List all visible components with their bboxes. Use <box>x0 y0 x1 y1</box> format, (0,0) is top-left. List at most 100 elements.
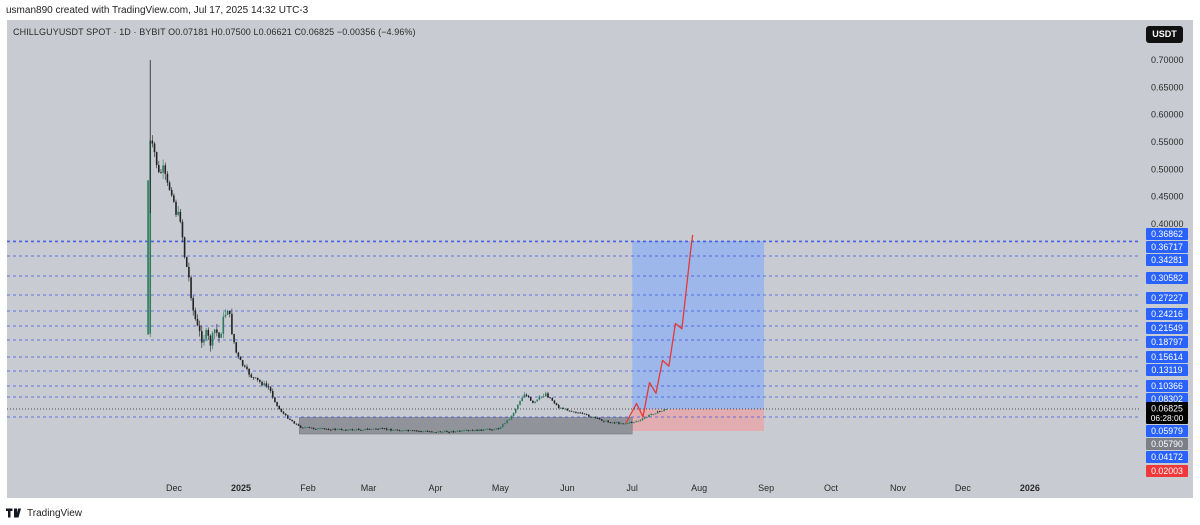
candle-body <box>600 419 603 421</box>
price-label-text: 0.13119 <box>1151 365 1182 375</box>
candle-body <box>555 403 558 405</box>
position-zones <box>299 241 765 435</box>
candle-body <box>469 430 472 432</box>
x-tick-label: Oct <box>824 483 839 493</box>
candle-body <box>293 421 296 424</box>
candle-body <box>360 429 362 431</box>
candle-body <box>203 338 205 343</box>
candle-body <box>297 424 300 426</box>
candle-body <box>433 432 435 433</box>
candle-body <box>392 429 394 431</box>
candle-body <box>523 394 526 398</box>
candle-body <box>461 430 463 432</box>
x-tick-label: Dec <box>166 483 183 493</box>
candle-body <box>639 419 642 421</box>
candle-body <box>641 418 644 420</box>
price-label-box <box>1146 438 1188 450</box>
price-label-text: 0.08302 <box>1151 394 1183 404</box>
stop-zone <box>632 409 765 431</box>
price-label-text: 0.04172 <box>1151 452 1183 462</box>
candle-body <box>177 211 179 215</box>
candle-body <box>340 429 343 431</box>
candle-body <box>373 428 375 430</box>
price-label-box <box>1146 272 1188 284</box>
candle-body <box>583 413 586 415</box>
candle-body <box>222 316 225 334</box>
candle-body <box>390 429 392 431</box>
candle-body <box>158 165 160 173</box>
candle-body <box>534 401 536 403</box>
candle-body <box>211 333 214 346</box>
candle-body <box>525 394 528 396</box>
price-label-text: 0.18797 <box>1151 337 1183 347</box>
candle-body <box>304 427 306 429</box>
price-label-box <box>1146 254 1188 266</box>
x-tick-label: Dec <box>955 483 972 493</box>
candle-body <box>450 431 453 433</box>
candle-body <box>306 427 308 428</box>
candle-body <box>259 380 261 382</box>
candle-body <box>276 401 278 406</box>
candle-body <box>603 420 605 422</box>
x-tick-label: 2025 <box>231 483 251 493</box>
candle-body <box>295 423 298 425</box>
candle-body <box>383 428 386 430</box>
projection-layer <box>625 234 694 424</box>
candle-body <box>572 411 575 413</box>
candle-body <box>321 428 324 430</box>
candle-body <box>398 430 401 432</box>
x-tick-label: Apr <box>429 483 443 493</box>
candle-body <box>207 329 210 336</box>
candle-body <box>194 310 197 320</box>
candle-body <box>482 429 485 431</box>
candle-body <box>635 421 637 423</box>
candle-body <box>332 428 334 430</box>
candle-body <box>495 428 498 430</box>
candle-body <box>620 423 622 425</box>
chart-panel[interactable]: 0.70000 0.65000 0.60000 0.55000 0.50000 0.450… <box>7 20 1193 498</box>
candle-body <box>241 360 244 366</box>
y-tick-label: 0.45000 <box>1151 192 1184 202</box>
candle-body <box>147 333 149 335</box>
price-chart[interactable]: 0.70000 0.65000 0.60000 0.55000 0.50000 0.450… <box>7 20 1193 498</box>
candle-body <box>607 420 609 423</box>
y-tick-label: 0.65000 <box>1151 82 1184 92</box>
candle-body <box>626 423 629 425</box>
candle-body <box>426 430 429 432</box>
price-label-text: 0.27227 <box>1151 293 1183 303</box>
candle-body <box>502 424 504 428</box>
candle-body <box>568 410 571 412</box>
candle-body <box>263 383 265 386</box>
candle-body <box>394 429 397 431</box>
candle-body <box>302 427 304 429</box>
candle-body <box>261 381 263 386</box>
candle-body <box>239 356 242 361</box>
candle-body <box>521 397 523 402</box>
footer: TradingView <box>6 505 82 521</box>
candle-body <box>454 431 457 433</box>
candle-body <box>409 430 412 432</box>
candle-body <box>577 412 579 414</box>
candle-body <box>633 421 635 423</box>
candle-body <box>418 430 420 432</box>
candle-body <box>267 386 270 388</box>
price-label-box <box>1146 292 1188 304</box>
price-label-box <box>1146 451 1188 463</box>
price-label-text: 0.30582 <box>1151 273 1183 283</box>
symbol-info: CHILLGUYUSDT SPOT · 1D · BYBIT O0.07181 … <box>13 27 416 37</box>
candle-body <box>153 143 156 153</box>
candle-body <box>173 195 175 202</box>
candle-body <box>338 429 341 430</box>
currency-badge[interactable]: USDT <box>1146 26 1183 43</box>
price-label-box <box>1146 425 1188 437</box>
x-tick-label: Jun <box>560 483 575 493</box>
candle-body <box>652 414 655 415</box>
candle-body <box>545 393 547 397</box>
candle-body <box>491 429 493 431</box>
horizontal-levels <box>7 240 1140 418</box>
candle-body <box>231 313 233 335</box>
candle-body <box>355 429 358 430</box>
candle-body <box>168 182 171 190</box>
candle-body <box>560 407 562 409</box>
candle-body <box>510 416 513 420</box>
